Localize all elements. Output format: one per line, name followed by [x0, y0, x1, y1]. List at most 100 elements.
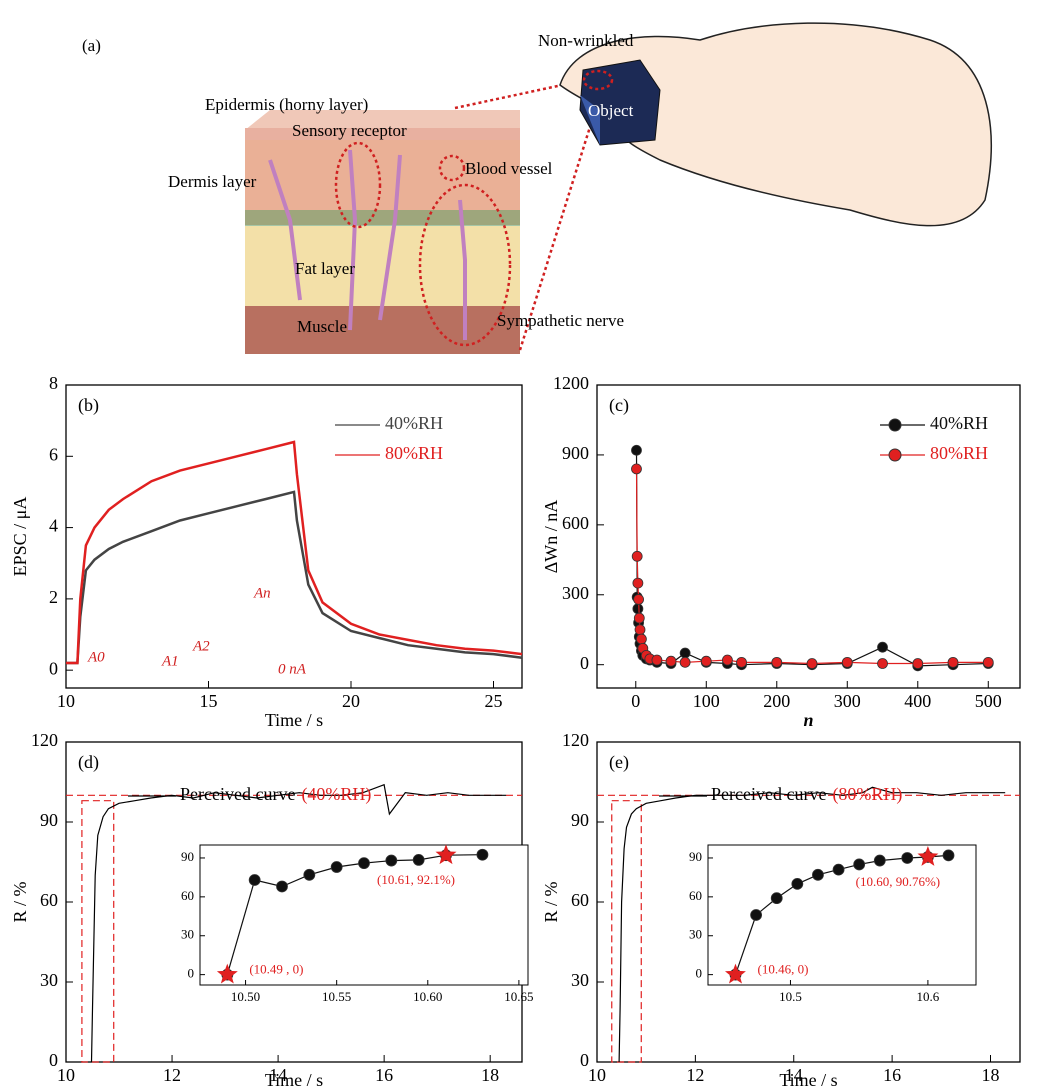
legend-condition: (80%RH) — [832, 784, 902, 805]
x-tick-label: 12 — [686, 1065, 704, 1085]
x-axis-label: Time / s — [265, 710, 323, 730]
y-tick-label: 300 — [562, 583, 589, 603]
x-tick-label: 300 — [834, 691, 861, 711]
y-tick-label: 8 — [49, 373, 58, 393]
data-point — [750, 909, 763, 921]
data-point — [982, 656, 994, 668]
data-point — [330, 861, 343, 873]
data-point — [901, 852, 914, 864]
highlight — [582, 69, 614, 91]
y-tick-label: 0 — [49, 1050, 58, 1070]
y-tick-label: 90 — [571, 810, 589, 830]
x-tick-label: 100 — [693, 691, 720, 711]
y-tick-label: 30 — [689, 927, 702, 942]
data-point — [806, 658, 818, 669]
data-point — [632, 603, 644, 615]
star-marker — [216, 963, 238, 984]
epidermis — [245, 128, 520, 140]
y-axis-label: ΔWn / nA — [541, 500, 561, 574]
data-point — [942, 849, 955, 862]
data-point — [877, 658, 888, 669]
hand — [559, 22, 992, 227]
annotation: An — [253, 585, 271, 601]
data-point — [358, 857, 370, 870]
star-marker — [435, 844, 457, 865]
x-tick-label: 10 — [57, 691, 75, 711]
y-tick-label: 30 — [571, 970, 589, 990]
y-tick-label: 0 — [580, 1050, 589, 1070]
x-tick-label: 0 — [631, 691, 640, 711]
x-axis-label: n — [803, 710, 813, 730]
illustration-label: Sensory receptor — [292, 121, 407, 140]
vessel-band — [245, 210, 520, 226]
data-point — [791, 877, 804, 890]
x-tick-label: 20 — [342, 691, 360, 711]
annotation: A0 — [87, 649, 105, 665]
x-tick-label: 200 — [763, 691, 790, 711]
annotation: 0 nA — [278, 661, 307, 677]
x-tick-label: 15 — [200, 691, 218, 711]
y-tick-label: 900 — [562, 443, 589, 463]
x-tick-label: 18 — [981, 1065, 999, 1085]
y-tick-label: 30 — [40, 970, 58, 990]
legend-label: 40%RH — [930, 413, 988, 433]
x-tick-label: 10.5 — [779, 989, 802, 1004]
zoom-box — [611, 800, 642, 1063]
x-tick-label: 12 — [163, 1065, 181, 1085]
star-marker — [917, 846, 939, 866]
y-tick-label: 90 — [40, 810, 58, 830]
skin-illustration — [245, 76, 602, 354]
legend-label: 80%RH — [385, 443, 443, 463]
data-point — [248, 874, 261, 886]
panel-label: (c) — [609, 395, 629, 416]
data-point — [841, 656, 853, 668]
y-tick-label: 0 — [580, 653, 589, 673]
highlight — [438, 154, 466, 182]
highlight — [418, 183, 512, 347]
legend-label: 80%RH — [930, 443, 988, 463]
x-axis-label: Time / s — [779, 1070, 837, 1090]
data-point — [631, 444, 642, 456]
annotation: A1 — [161, 653, 179, 669]
y-tick-label: 1200 — [553, 373, 589, 393]
skin-top — [245, 110, 520, 130]
data-line — [226, 854, 483, 975]
cube-face — [580, 95, 600, 145]
y-axis-label: R / % — [541, 881, 561, 922]
x-tick-label: 10.65 — [504, 989, 533, 1004]
data-point — [722, 654, 733, 666]
legend-label: Perceived curve — [711, 784, 826, 804]
data-point — [665, 655, 677, 667]
star-marker — [725, 963, 746, 984]
highlight — [334, 141, 382, 229]
legend-label: Perceived curve — [180, 784, 295, 804]
y-tick-label: 2 — [49, 587, 58, 607]
zoom-lines — [454, 76, 602, 351]
x-tick-label: 10.50 — [231, 989, 260, 1004]
annotation: A2 — [192, 638, 210, 654]
data-point — [385, 854, 398, 867]
data-line — [90, 783, 507, 1063]
data-line — [66, 440, 523, 665]
illustration-label: Muscle — [297, 317, 347, 336]
y-tick-label: 60 — [571, 890, 589, 910]
y-tick-label: 6 — [49, 444, 58, 464]
data-point — [832, 863, 845, 876]
data-point — [679, 656, 691, 668]
y-tick-label: 0 — [49, 658, 58, 678]
y-tick-label: 600 — [562, 513, 589, 533]
star-label: (10.49 , 0) — [249, 962, 303, 977]
panel-label: (d) — [78, 752, 99, 773]
legend-marker — [888, 448, 902, 462]
panel-label: (e) — [609, 752, 629, 773]
legend-label: 40%RH — [385, 413, 443, 433]
data-line — [618, 786, 1006, 1063]
y-tick-label: 60 — [40, 890, 58, 910]
y-tick-label: 30 — [181, 927, 194, 942]
data-point — [770, 892, 783, 905]
y-axis-label: EPSC / μA — [10, 497, 30, 577]
data-point — [631, 550, 643, 562]
data-point — [853, 858, 866, 871]
legend-marker — [888, 418, 902, 432]
data-point — [276, 880, 288, 893]
